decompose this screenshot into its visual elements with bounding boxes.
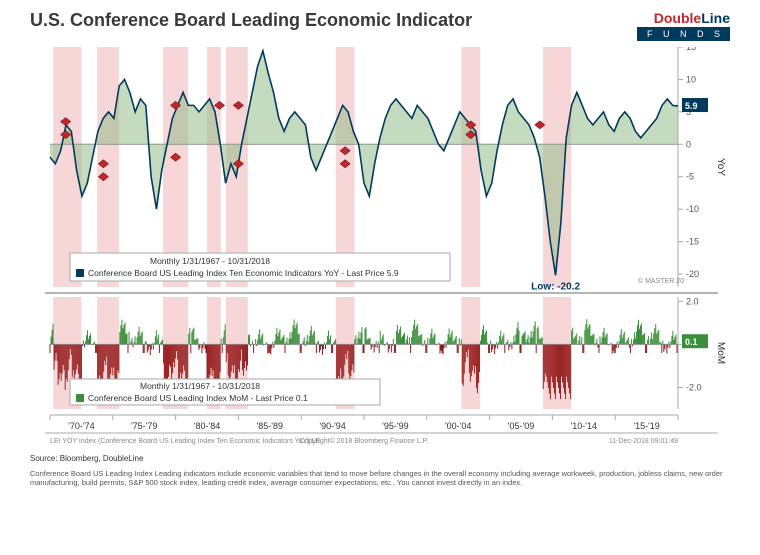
page-title: U.S. Conference Board Leading Economic I… [30, 10, 472, 31]
svg-text:Monthly 1/31/1967 - 10/31/2018: Monthly 1/31/1967 - 10/31/2018 [140, 381, 260, 391]
logo-double: Double [654, 10, 701, 26]
svg-text:11-Dec-2018 09:01:49: 11-Dec-2018 09:01:49 [609, 438, 678, 445]
svg-text:'70-'74: '70-'74 [68, 421, 94, 431]
disclaimer-text: Conference Board US Leading Index Leadin… [0, 463, 760, 488]
source-line: Source: Bloomberg, DoubleLine [0, 452, 760, 463]
svg-text:Monthly 1/31/1967 - 10/31/2018: Monthly 1/31/1967 - 10/31/2018 [150, 256, 270, 266]
svg-text:2.0: 2.0 [686, 296, 699, 306]
svg-text:-2.0: -2.0 [686, 382, 702, 392]
svg-text:0: 0 [686, 139, 691, 149]
svg-text:'95-'99: '95-'99 [382, 421, 408, 431]
svg-text:0.1: 0.1 [685, 337, 698, 347]
svg-text:Conference Board US Leading In: Conference Board US Leading Index Ten Ec… [88, 268, 399, 278]
svg-text:'15-'19: '15-'19 [633, 421, 659, 431]
svg-text:MoM: MoM [715, 342, 726, 364]
logo-funds: F U N D S [637, 27, 730, 41]
svg-text:'00-'04: '00-'04 [445, 421, 471, 431]
svg-text:5.9: 5.9 [685, 101, 698, 111]
svg-text:10: 10 [686, 74, 696, 84]
svg-text:-15: -15 [686, 237, 699, 247]
svg-text:'75-'79: '75-'79 [131, 421, 157, 431]
svg-text:'85-'89: '85-'89 [257, 421, 283, 431]
svg-text:'10-'14: '10-'14 [571, 421, 597, 431]
svg-text:'90-'94: '90-'94 [319, 421, 345, 431]
svg-text:Conference Board US Leading In: Conference Board US Leading Index MoM - … [88, 393, 308, 403]
svg-text:-20: -20 [686, 269, 699, 279]
svg-text:Copyright© 2018 Bloomberg Fina: Copyright© 2018 Bloomberg Finance L.P. [300, 437, 429, 445]
svg-text:LEI YOY Index (Conference Boar: LEI YOY Index (Conference Board US Leadi… [50, 438, 320, 445]
logo-line: Line [701, 10, 730, 26]
svg-text:-10: -10 [686, 204, 699, 214]
chart-container: -20-15-10-5051015YoYHi: 14.4Low: -20.2© … [30, 47, 730, 452]
svg-text:YoY: YoY [715, 158, 726, 176]
svg-text:15: 15 [686, 47, 696, 52]
svg-text:'05-'09: '05-'09 [508, 421, 534, 431]
svg-text:© MASTER 20: © MASTER 20 [638, 277, 684, 285]
svg-text:Low: -20.2: Low: -20.2 [531, 281, 580, 292]
logo: DoubleLine F U N D S [637, 10, 730, 41]
svg-text:'80-'84: '80-'84 [194, 421, 220, 431]
svg-text:Hi: 14.4: Hi: 14.4 [245, 47, 281, 48]
svg-text:-5: -5 [686, 172, 694, 182]
